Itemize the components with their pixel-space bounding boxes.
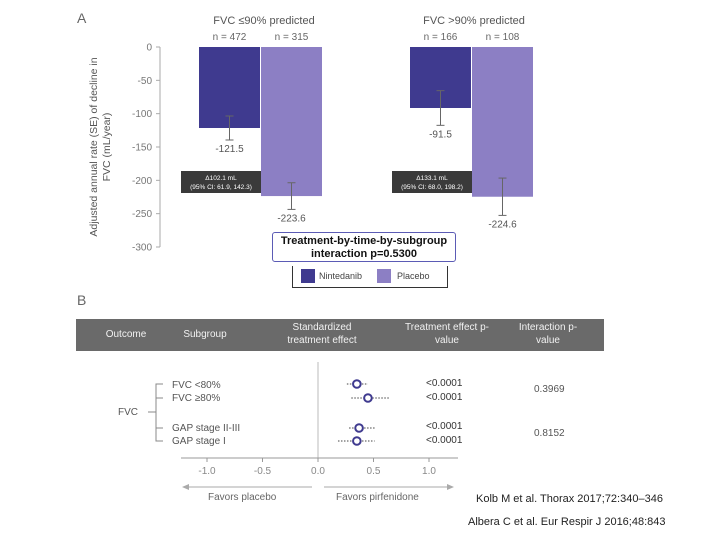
interaction-p-gap: 0.8152 [534, 428, 565, 439]
value-label: -121.5 [215, 144, 244, 155]
header-outcome: Outcome [105, 329, 147, 340]
subgroup-label-gap-1: GAP stage I [172, 436, 226, 447]
interaction-p-box: Treatment-by-time-by-subgroup interactio… [272, 232, 456, 262]
citation-kolb: Kolb M et al. Thorax 2017;72:340–346 [476, 493, 663, 505]
y-tick-label: -150 [132, 143, 152, 154]
legend: Nintedanib Placebo [292, 266, 448, 288]
outcome-bracket [155, 383, 163, 442]
x-tick-label: -0.5 [254, 466, 272, 477]
difference-ci: (95% CI: 61.9, 142.3) [190, 184, 252, 191]
bar-placebo [261, 47, 322, 197]
favors-placebo-label: Favors placebo [208, 492, 277, 503]
y-tick-label: -200 [132, 176, 152, 187]
header-interaction: Interaction p-value [518, 322, 578, 346]
bar-placebo [472, 47, 533, 197]
header-effect: Standardized treatment effect [287, 322, 357, 346]
header-subgroup: Subgroup [183, 329, 227, 340]
y-tick-label: -100 [132, 109, 152, 120]
panel-a-letter: A [77, 10, 87, 26]
legend-label-nintedanib: Nintedanib [319, 271, 363, 281]
x-tick-label: 0.0 [311, 466, 325, 477]
group-title: FVC >90% predicted [423, 15, 525, 27]
effect-point [352, 436, 362, 446]
y-tick-label: -50 [138, 76, 153, 87]
treatment-p-gap-2-3: <0.0001 [426, 421, 463, 432]
difference-box [392, 171, 472, 193]
favors-pirfenidone-label: Favors pirfenidone [336, 492, 419, 503]
value-label: -91.5 [429, 129, 452, 140]
effect-point [363, 393, 373, 403]
y-tick-label: -250 [132, 209, 152, 220]
y-axis-label-line2: FVC (mL/year) [101, 113, 113, 182]
y-tick-label: -300 [132, 243, 152, 254]
x-tick-label: 0.5 [367, 466, 381, 477]
subgroup-label-gap-2-3: GAP stage II-III [172, 423, 241, 434]
effect-point [352, 379, 362, 389]
difference-value: Δ102.1 mL [205, 175, 237, 182]
value-label: -223.6 [277, 213, 306, 224]
effect-point [354, 423, 364, 433]
legend-swatch-placebo [377, 269, 391, 283]
legend-swatch-nintedanib [301, 269, 315, 283]
difference-box [181, 171, 261, 193]
y-axis-label: Adjusted annual rate (SE) of decline in [88, 57, 100, 236]
interaction-p-fvc: 0.3969 [534, 384, 565, 395]
bar-nintedanib [199, 47, 260, 128]
x-tick-label: 1.0 [422, 466, 436, 477]
n-label: n = 315 [275, 32, 309, 43]
favors-pirfenidone-arrowhead [447, 484, 454, 490]
difference-value: Δ133.1 mL [416, 175, 448, 182]
legend-label-placebo: Placebo [397, 271, 430, 281]
interaction-p-text: Treatment-by-time-by-subgroup interactio… [280, 235, 448, 260]
n-label: n = 166 [424, 32, 458, 43]
n-label: n = 108 [486, 32, 520, 43]
treatment-p-fvc-ge80: <0.0001 [426, 392, 463, 403]
treatment-p-gap-1: <0.0001 [426, 435, 463, 446]
subgroup-label-fvc-ge80: FVC ≥80% [172, 393, 221, 404]
header-pvalue: Treatment effect p-value [405, 322, 489, 346]
favors-placebo-arrowhead [182, 484, 189, 490]
value-label: -224.6 [488, 219, 517, 230]
y-tick-label: 0 [146, 43, 152, 54]
subgroup-label-fvc-lt80: FVC <80% [172, 380, 221, 391]
difference-ci: (95% CI: 68.0, 198.2) [401, 184, 463, 191]
citation-albera: Albera C et al. Eur Respir J 2016;48:843 [468, 516, 666, 528]
table-header: Outcome Subgroup Standardized treatment … [76, 319, 604, 351]
outcome-label-fvc: FVC [118, 407, 138, 418]
x-tick-label: -1.0 [198, 466, 216, 477]
group-title: FVC ≤90% predicted [213, 15, 314, 27]
bar-chart-fvc-decline: 0 -50 -100 -150 -200 -250 -300 Adjusted annual … [88, 15, 533, 254]
treatment-p-fvc-lt80: <0.0001 [426, 378, 463, 389]
n-label: n = 472 [213, 32, 247, 43]
panel-b-letter: B [77, 292, 87, 308]
